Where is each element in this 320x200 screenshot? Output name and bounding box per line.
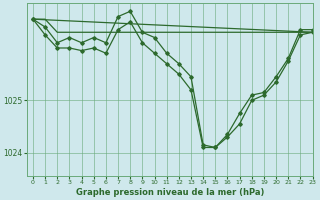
X-axis label: Graphe pression niveau de la mer (hPa): Graphe pression niveau de la mer (hPa) bbox=[76, 188, 264, 197]
